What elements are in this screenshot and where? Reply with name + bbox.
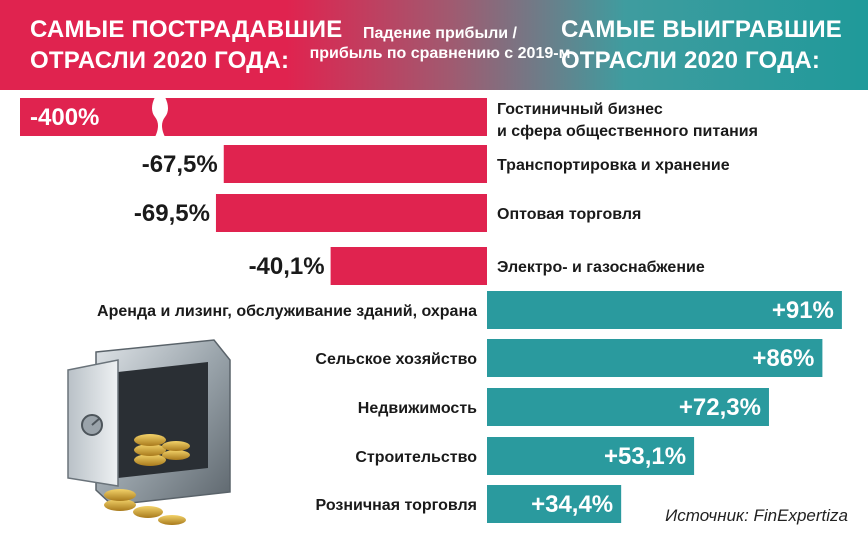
metric-description-line2: прибыль по сравнению с 2019-м	[309, 45, 571, 62]
safe-illustration	[67, 339, 231, 525]
category-label: Транспортировка и хранение	[497, 157, 730, 174]
bar-value-label: +53,1%	[604, 443, 686, 470]
axis-break-mark	[152, 97, 168, 137]
winners-title-line1: САМЫЕ ВЫИГРАВШИЕ	[560, 16, 842, 43]
bar-gain	[487, 485, 622, 523]
bar-gain	[487, 291, 842, 329]
bar-gain	[487, 388, 769, 426]
category-label: Оптовая торговля	[497, 206, 641, 223]
header-banner: САМЫЕ ПОСТРАДАВШИЕ ОТРАСЛИ 2020 ГОДА: Па…	[0, 0, 868, 90]
losers-title-line1: САМЫЕ ПОСТРАДАВШИЕ	[30, 16, 343, 43]
bar-value-label: +91%	[772, 297, 834, 324]
bar-value-label: +86%	[752, 345, 814, 372]
bar-gain	[487, 339, 823, 377]
category-label: Недвижимость	[358, 400, 477, 417]
bar-gain	[487, 437, 695, 475]
category-label: Сельское хозяйство	[315, 351, 477, 368]
category-label: Электро- и газоснабжение	[497, 259, 705, 276]
bar-loss	[330, 247, 487, 285]
category-label: Строительство	[355, 449, 477, 466]
bar-value-label: -69,5%	[134, 200, 210, 227]
bar-value-label: +72,3%	[679, 394, 761, 421]
winners-title-line2: ОТРАСЛИ 2020 ГОДА:	[560, 47, 821, 74]
bar-loss	[20, 98, 487, 136]
losers-title: САМЫЕ ПОСТРАДАВШИЕ ОТРАСЛИ 2020 ГОДА:	[30, 14, 342, 76]
bar-value-label: -40,1%	[249, 253, 325, 280]
category-label: Гостиничный бизнес	[497, 101, 663, 118]
source-note: Источник: FinExpertiza	[665, 506, 848, 525]
bar-loss	[215, 194, 487, 232]
category-label: и сфера общественного питания	[497, 123, 758, 140]
category-label: Розничная торговля	[316, 497, 477, 514]
metric-description-line1: Падение прибыли /	[362, 25, 517, 42]
bar-value-label: -400%	[30, 104, 99, 131]
bar-value-label: +34,4%	[531, 491, 613, 518]
metric-description: Падение прибыли / прибыль по сравнению с…	[300, 24, 580, 64]
bar-value-label: -67,5%	[142, 151, 218, 178]
category-label: Аренда и лизинг, обслуживание зданий, ох…	[97, 303, 477, 320]
bar-loss	[223, 145, 487, 183]
winners-title: САМЫЕ ВЫИГРАВШИЕ ОТРАСЛИ 2020 ГОДА:	[561, 14, 842, 76]
losers-title-line2: ОТРАСЛИ 2020 ГОДА:	[30, 47, 290, 74]
